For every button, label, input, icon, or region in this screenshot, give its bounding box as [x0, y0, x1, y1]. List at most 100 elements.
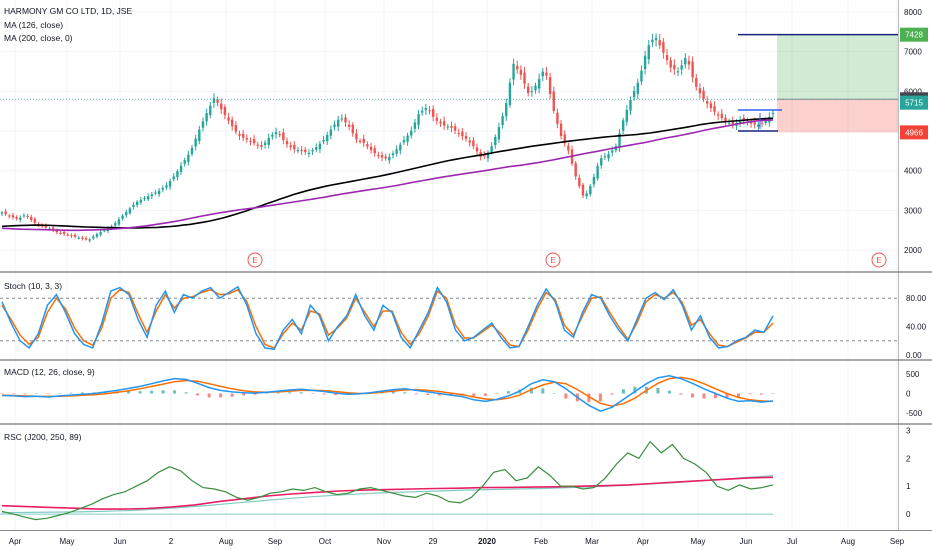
candle-body: [647, 45, 650, 60]
candle-body: [336, 119, 340, 127]
candle-body: [771, 113, 775, 115]
candle-body: [333, 124, 336, 128]
macd-histogram-bar: [12, 393, 16, 394]
candle-body: [212, 98, 216, 103]
macd-histogram-bar: [506, 391, 510, 394]
candle-body: [508, 82, 512, 106]
candle-body: [358, 140, 362, 142]
macd-histogram-bar: [161, 390, 165, 394]
candle-body: [223, 107, 227, 116]
candle-body: [417, 114, 420, 125]
candle-body: [168, 180, 172, 187]
candle-body: [132, 204, 135, 208]
candle-body: [497, 127, 501, 140]
earnings-marker: [871, 252, 887, 268]
candle-body: [563, 134, 566, 144]
ma126-line: [1, 117, 774, 229]
macd-histogram-bar: [150, 390, 154, 394]
candle-body: [70, 235, 73, 237]
candle-body: [720, 113, 724, 119]
candle-body: [92, 236, 95, 239]
rsc-legend[interactable]: RSC (J200, 250, 89): [4, 432, 82, 442]
candle-body: [209, 105, 212, 116]
position-stop-zone: [777, 99, 898, 133]
price-label-box: [900, 95, 928, 110]
candle-body: [373, 148, 376, 154]
ma126-legend[interactable]: MA (126, close): [4, 20, 64, 30]
candle-body: [596, 165, 599, 179]
candle-body: [369, 146, 373, 151]
candle-body: [541, 71, 544, 77]
macd-histogram-bar: [403, 392, 407, 394]
candle-body: [592, 176, 596, 185]
macd-histogram-bar: [0, 393, 4, 394]
candle-body: [753, 122, 756, 125]
candle-body: [172, 176, 175, 180]
candle-body: [73, 234, 77, 237]
macd-histogram-bar: [598, 393, 602, 402]
candle-body: [245, 137, 249, 140]
time-tick-label: Mar: [585, 537, 599, 546]
rsc-tick-label: 3: [906, 427, 911, 436]
candle-body: [695, 78, 698, 87]
candle-body: [183, 160, 186, 164]
time-tick-label: Jul: [787, 537, 797, 546]
candle-body: [114, 223, 117, 226]
macd-histogram-bar: [127, 391, 131, 394]
candle-body: [760, 122, 764, 124]
time-tick-label: May: [690, 537, 705, 546]
candle-body: [446, 126, 449, 128]
price-tick-label: 3000: [904, 206, 922, 215]
macd-histogram-bar: [736, 393, 740, 398]
macd-histogram-bar: [138, 391, 142, 394]
candle-body: [157, 190, 161, 195]
candle-body: [282, 132, 285, 141]
candle-body: [362, 138, 365, 143]
position-target-zone: [777, 34, 898, 100]
candle-body: [764, 120, 767, 123]
candle-body: [15, 217, 18, 219]
macd-histogram-bar: [426, 393, 430, 396]
rsc-tick-label: 0: [906, 510, 911, 519]
candle-body: [267, 137, 270, 145]
candle-body: [263, 142, 267, 146]
macd-histogram-bar: [759, 393, 763, 395]
symbol-title[interactable]: HARMONY GM CO LTD, 1D, JSE: [4, 6, 133, 16]
earnings-marker-label: E: [550, 256, 555, 265]
stoch-legend[interactable]: Stoch (10, 3, 3): [4, 281, 63, 291]
candle-body: [4, 211, 7, 215]
candle-body: [81, 237, 84, 239]
candle-body: [684, 57, 687, 65]
macd-histogram-bar: [35, 393, 39, 394]
candle-body: [399, 144, 402, 151]
macd-legend[interactable]: MACD (12, 26, close, 9): [4, 367, 95, 377]
candle-body: [673, 64, 676, 70]
candle-body: [143, 198, 146, 200]
candle-body: [274, 132, 278, 135]
candle-body: [589, 186, 592, 195]
candle-body: [234, 125, 238, 132]
stoch-k-line: [1, 285, 774, 351]
candle-body: [607, 154, 610, 159]
candle-body: [428, 110, 431, 112]
candle-body: [227, 117, 230, 121]
candle-body: [51, 227, 55, 231]
candle-body: [413, 122, 417, 129]
candle-body: [603, 156, 607, 158]
macd-histogram-bar: [437, 393, 441, 396]
candle-body: [731, 120, 735, 125]
ma200-legend[interactable]: MA (200, close, 0): [4, 33, 73, 43]
candle-body: [241, 133, 245, 138]
macd-histogram-bar: [288, 392, 292, 394]
candle-body: [176, 171, 179, 178]
macd-histogram-bar: [196, 393, 200, 396]
candle-body: [11, 215, 15, 218]
macd-tick-label: -500: [906, 409, 923, 418]
candle-body: [552, 91, 555, 111]
candle-body: [490, 146, 493, 152]
candle-body: [293, 144, 296, 150]
candle-body: [315, 147, 318, 150]
macd-histogram-bar: [725, 393, 729, 399]
macd-histogram-bar: [23, 393, 27, 395]
